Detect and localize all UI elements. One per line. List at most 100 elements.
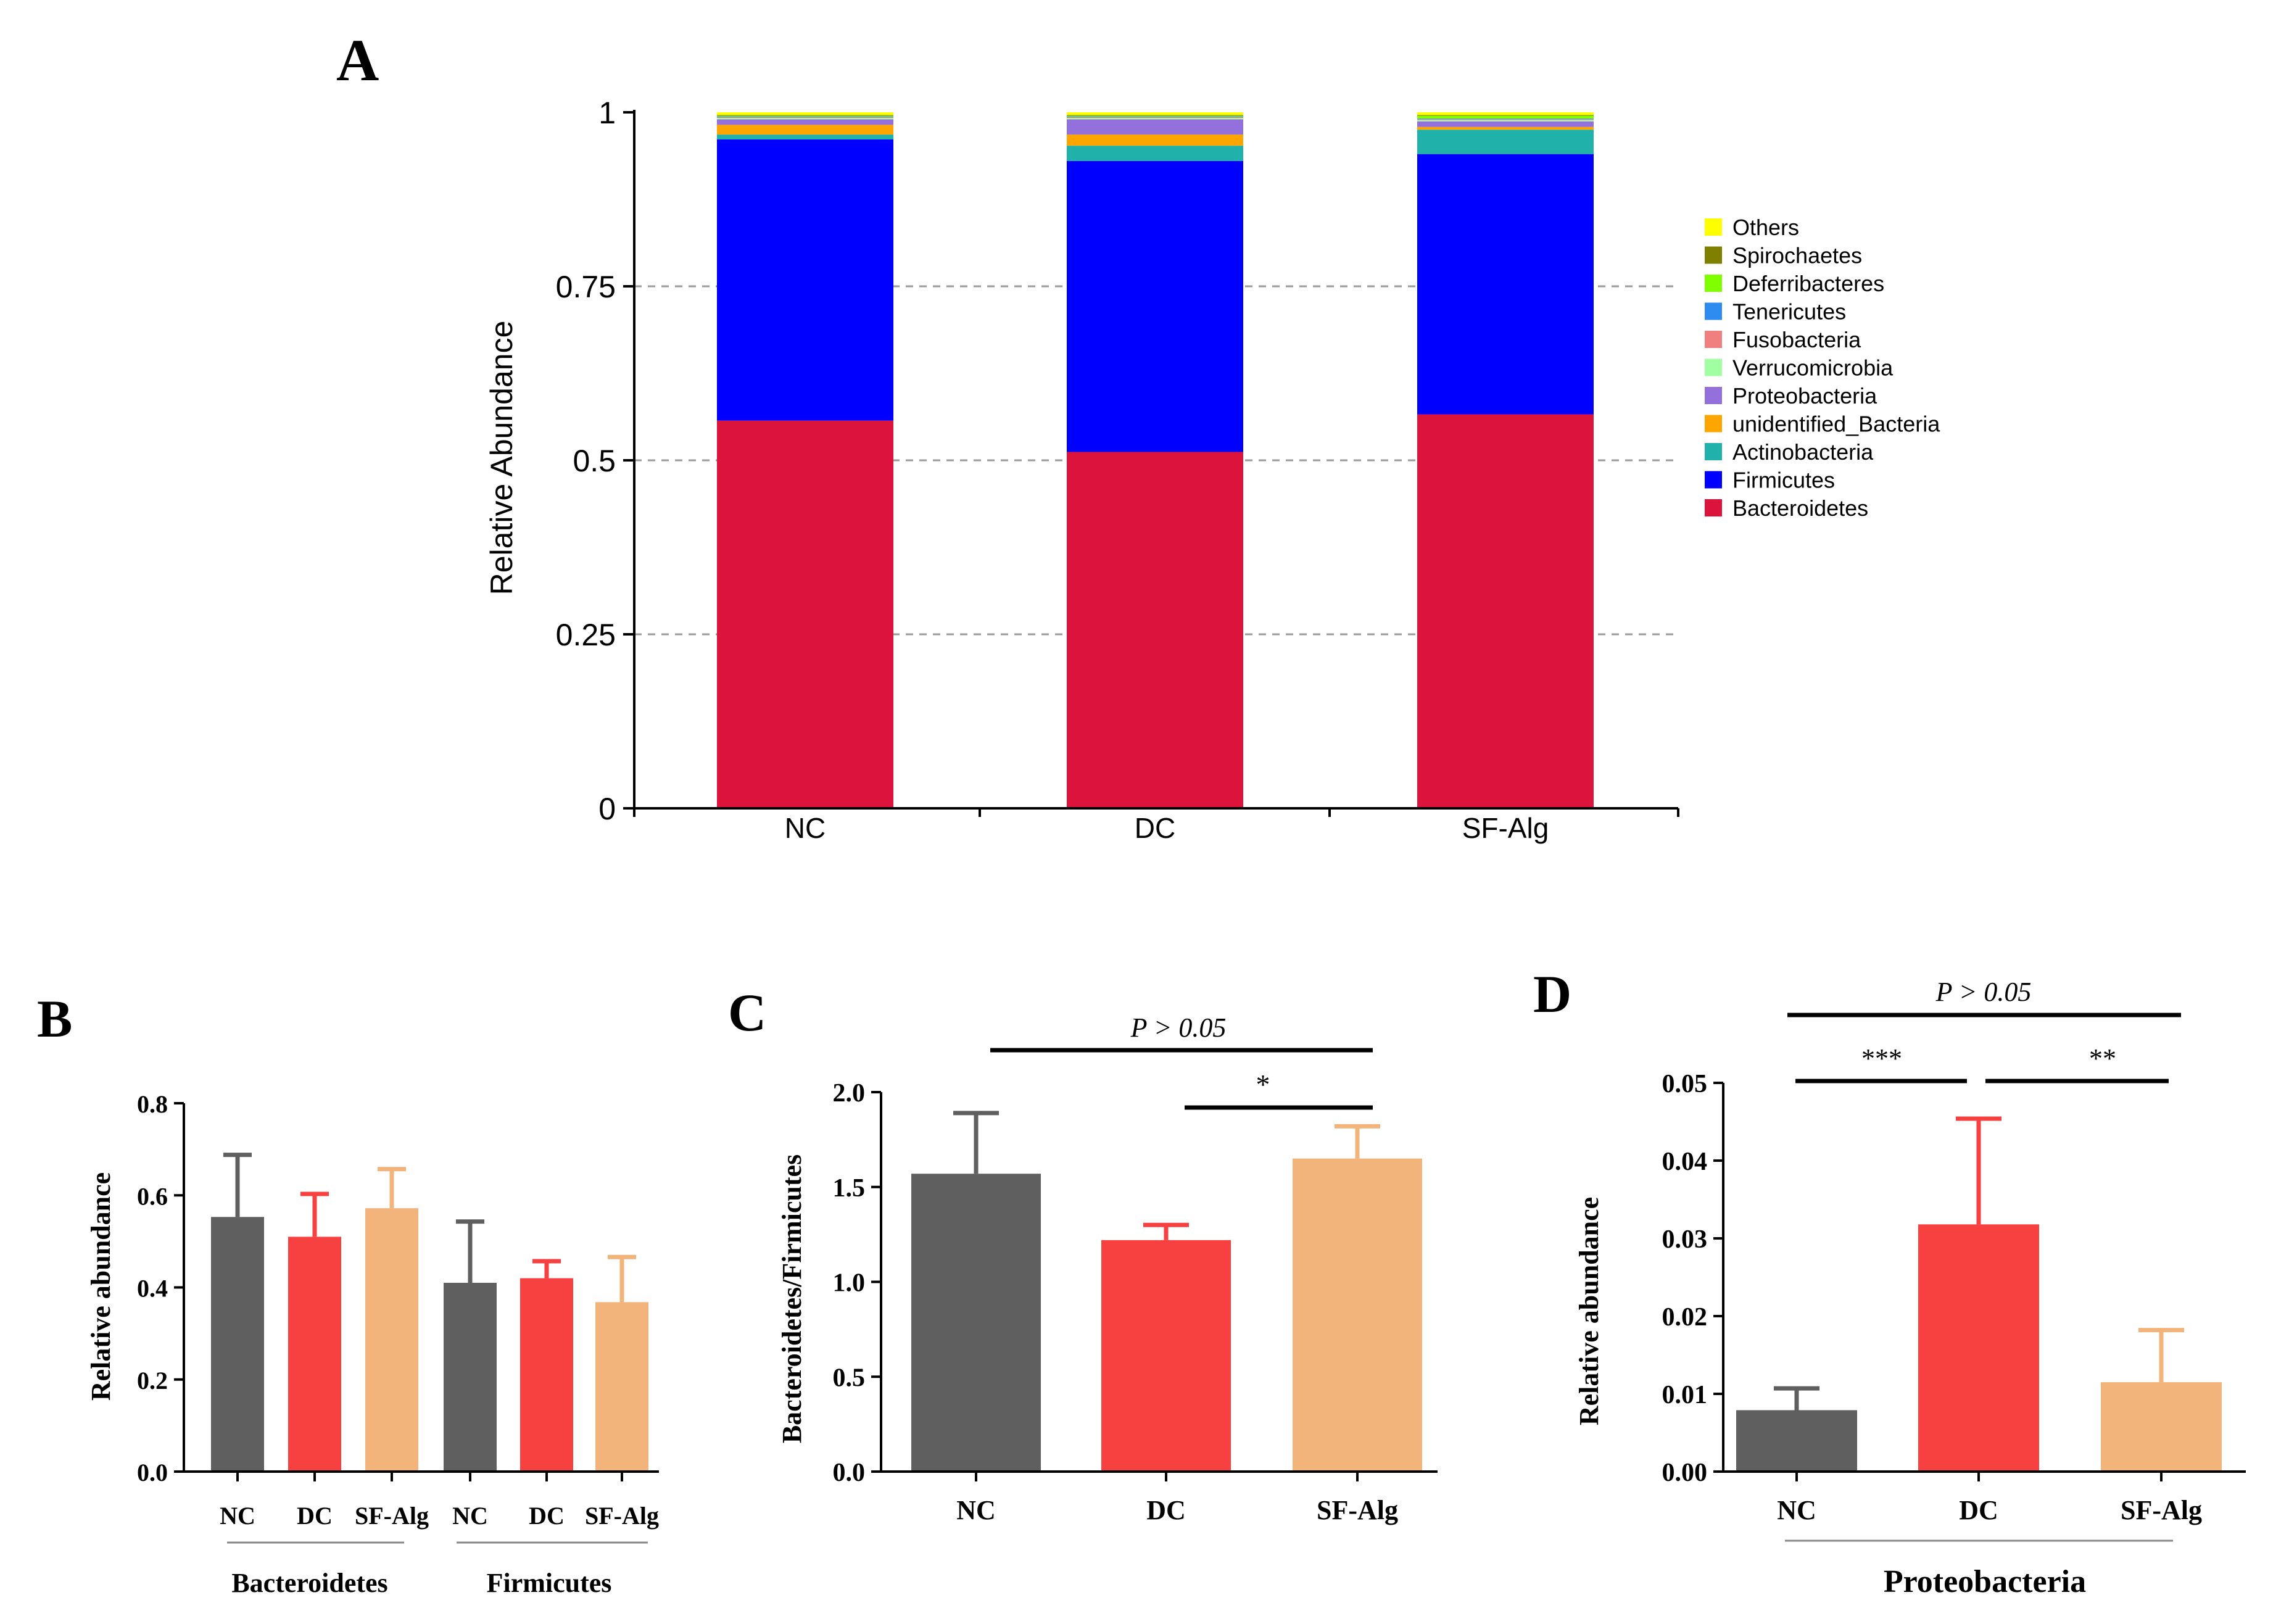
panel-a-bar-segment (1067, 452, 1243, 808)
panel-d-bar (1736, 1410, 1857, 1472)
panel-b-y-tick-label: 0.2 (137, 1367, 168, 1394)
panel-b-y-tick-label: 0.4 (137, 1275, 168, 1303)
panel-a-bar-segment (717, 117, 893, 118)
panel-b-x-tick-label: SF-Alg (585, 1502, 659, 1530)
panel-a-bar-segment (1417, 130, 1594, 154)
panel-c-bar (911, 1174, 1041, 1472)
panel-c-ylabel: Bacteroidetes/Firmicutes (777, 1154, 807, 1443)
panel-c-label: C (728, 983, 766, 1042)
panel-c-y-tick-label: 1.5 (833, 1174, 866, 1203)
panel-a-bar-segment (1417, 126, 1594, 130)
panel-a-legend-label: Fusobacteria (1732, 327, 1861, 352)
panel-a-bar-segment (1417, 414, 1594, 808)
panel-d-y-tick-label: 0.03 (1662, 1225, 1708, 1254)
panel-c-x-tick-label: DC (1146, 1495, 1186, 1525)
panel-a-bar-segment (1417, 115, 1594, 119)
panel-b-bar (365, 1208, 418, 1472)
panel-b-bar (595, 1302, 648, 1472)
panel-a-x-tick-label: NC (785, 812, 826, 844)
panel-a-legend-swatch (1705, 471, 1722, 489)
panel-a-legend-label: Deferribacteres (1732, 271, 1884, 296)
panel-a-legend-label: Spirochaetes (1732, 243, 1862, 268)
panel-a-bar-segment (1417, 118, 1594, 120)
panel-a-bar-segment (1067, 115, 1243, 117)
panel-a-bar-segment (1067, 146, 1243, 161)
panel-a-legend-label: Tenericutes (1732, 299, 1846, 325)
panel-a-legend-swatch (1705, 275, 1722, 292)
panel-a-y-tick-label: 0.75 (556, 270, 616, 304)
panel-d-significance-label: P > 0.05 (1935, 977, 2032, 1007)
panel-c-y-tick-label: 1.0 (833, 1269, 866, 1298)
panel-a-legend-swatch (1705, 415, 1722, 433)
panel-a-legend-swatch (1705, 302, 1722, 320)
panel-c-y-tick-label: 0.0 (833, 1459, 866, 1487)
panel-b-x-tick-label: DC (529, 1502, 565, 1530)
panel-a-legend-swatch (1705, 218, 1722, 236)
panel-b-y-tick-label: 0.8 (137, 1090, 168, 1118)
panel-a-bar-segment (717, 118, 893, 120)
panel-a-legend-swatch (1705, 246, 1722, 264)
panel-b-group-label-firmicutes: Firmicutes (487, 1568, 612, 1598)
panel-d-y-tick-label: 0.02 (1662, 1303, 1708, 1332)
panel-a-bar-segment (717, 115, 893, 116)
panel-c-y-tick-label: 2.0 (833, 1079, 866, 1108)
panel-a-bar-segment (1417, 154, 1594, 415)
panel-a-legend-label: Proteobacteria (1732, 383, 1877, 408)
panel-a-legend-swatch (1705, 358, 1722, 376)
panel-a-legend-swatch (1705, 443, 1722, 460)
panel-a-legend-label: Verrucomicrobia (1732, 355, 1894, 381)
panel-a-bar-segment (1417, 120, 1594, 122)
panel-b-x-tick-label: NC (220, 1502, 255, 1530)
panel-d-y-tick-label: 0.04 (1662, 1148, 1708, 1176)
panel-a-bar-segment (717, 420, 893, 808)
panel-a-bar-segment (717, 135, 893, 139)
panel-d-y-tick-label: 0.01 (1662, 1381, 1708, 1409)
panel-a-bar-segment (717, 119, 893, 125)
panel-b-x-tick-label: SF-Alg (355, 1502, 429, 1530)
panel-a-x-tick-label: SF-Alg (1462, 812, 1549, 844)
panel-b-y-tick-label: 0.6 (137, 1182, 168, 1210)
panel-d-x-tick-label: SF-Alg (2121, 1495, 2202, 1525)
panel-a-legend-label: Others (1732, 215, 1799, 240)
panel-c-significance-label: * (1256, 1069, 1270, 1100)
panel-d-significance-label: ** (2089, 1043, 2116, 1074)
panel-d-x-tick-label: NC (1777, 1495, 1816, 1525)
panel-a-bar-segment (1067, 112, 1243, 115)
panel-a-y-tick-label: 0.25 (556, 618, 616, 652)
panel-b-y-tick-label: 0.0 (137, 1459, 168, 1486)
panel-b-bar (211, 1217, 264, 1472)
panel-a-legend-swatch (1705, 499, 1722, 516)
panel-a-bar-segment (717, 125, 893, 135)
panel-a-bar-segment (1067, 115, 1243, 116)
panel-a-bar-segment (1417, 115, 1594, 116)
panel-a-legend-label: Bacteroidetes (1732, 495, 1868, 521)
panel-a-label: A (336, 27, 379, 93)
panel-c-y-tick-label: 0.5 (833, 1364, 866, 1392)
panel-a-bar-segment (717, 139, 893, 421)
panel-d-y-tick-label: 0.05 (1662, 1070, 1708, 1098)
panel-b-bar (520, 1278, 573, 1472)
panel-c-bar (1101, 1240, 1231, 1472)
panel-d-x-tick-label: DC (1959, 1495, 1998, 1525)
panel-a-legend-label: Actinobacteria (1732, 439, 1874, 465)
panel-b-bar (444, 1283, 497, 1472)
panel-a-bar-segment (1067, 135, 1243, 146)
panel-a-legend-label: unidentified_Bacteria (1732, 412, 1940, 437)
panel-c-x-tick-label: SF-Alg (1317, 1495, 1398, 1525)
panel-a-y-tick-label: 1 (598, 96, 616, 130)
panel-a-legend-swatch (1705, 387, 1722, 404)
panel-b-label: B (37, 989, 72, 1048)
panel-a-y-tick-label: 0.5 (573, 444, 616, 478)
panel-b-bar (288, 1237, 341, 1472)
panel-a-bar-segment (1067, 118, 1243, 120)
panel-c-x-tick-label: NC (956, 1495, 996, 1525)
panel-b-x-tick-label: NC (452, 1502, 488, 1530)
panel-d-ylabel: Relative abundance (1574, 1197, 1604, 1425)
panel-a-legend-swatch (1705, 331, 1722, 348)
panel-a-ylabel: Relative Abundance (484, 321, 519, 595)
panel-a-y-tick-label: 0 (598, 792, 616, 826)
panel-d-y-tick-label: 0.00 (1662, 1459, 1708, 1487)
panel-a-bar-segment (1067, 119, 1243, 135)
panel-a-bar-segment (1067, 160, 1243, 452)
